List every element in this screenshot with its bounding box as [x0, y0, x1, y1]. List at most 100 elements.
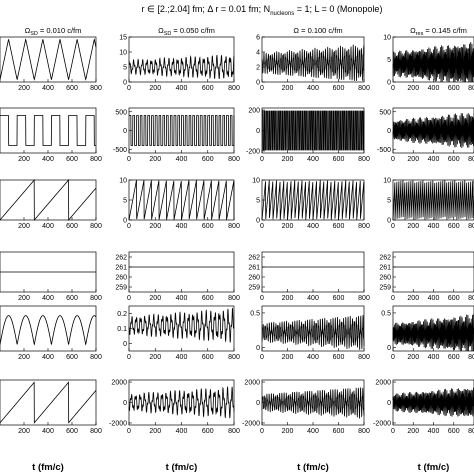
y-tick-label: 262	[248, 255, 260, 262]
x-tick-label: 200	[407, 156, 419, 163]
x-tick-label: 0	[391, 223, 395, 230]
y-tick-label: 5	[123, 198, 127, 205]
x-tick-label: 600	[333, 156, 345, 163]
x-tick-label: 200	[149, 223, 161, 230]
x-tick-label: 200	[18, 295, 30, 302]
series-line	[392, 180, 474, 221]
x-tick-label: 800	[358, 428, 370, 435]
x-tick-label: 200	[282, 223, 294, 230]
y-tick-label: 6	[256, 35, 260, 42]
y-tick-label: 0.5	[381, 310, 391, 317]
x-tick-label: 200	[149, 156, 161, 163]
x-tick-label: 600	[66, 428, 78, 435]
x-tick-label: 400	[42, 354, 54, 361]
y-tick-label: 200	[248, 108, 260, 115]
x-tick-label: 200	[407, 85, 419, 92]
y-tick-label: 2	[256, 65, 260, 72]
series-line	[0, 178, 97, 222]
x-tick-label: 400	[42, 156, 54, 163]
series-line	[261, 315, 365, 350]
x-tick-label: 800	[468, 156, 474, 163]
panel-r5-c3: 0 0.5 0 200 400 600 800	[250, 305, 370, 361]
x-tick-label: 800	[90, 223, 102, 230]
y-tick-label: 262	[379, 255, 391, 262]
x-tick-label: 400	[307, 85, 319, 92]
x-tick-label: 800	[90, 295, 102, 302]
column-title: Ωres = 0.145 c/fm	[410, 26, 467, 37]
y-tick-label: 2000	[375, 380, 391, 387]
series-line	[129, 115, 235, 146]
panel-frame	[128, 379, 235, 426]
y-tick-label: 260	[248, 275, 260, 282]
x-tick-label: 200	[18, 156, 30, 163]
panel-r5-c4: 0 0.5 0 200 400 600 800	[381, 305, 474, 361]
x-tick-label: 400	[176, 85, 188, 92]
x-tick-label: 0	[260, 354, 264, 361]
column-title: Ω = 0.100 c/fm	[293, 26, 342, 35]
x-tick-label: 600	[333, 295, 345, 302]
series-line	[0, 315, 97, 346]
x-tick-label: 0	[127, 85, 131, 92]
panel-r3-c4: 0 5 10 0 200 400 600 800	[383, 178, 474, 230]
panel-frame	[0, 179, 97, 221]
x-tick-label: 200	[282, 354, 294, 361]
x-tick-label: 600	[202, 85, 214, 92]
x-tick-label: 600	[448, 295, 460, 302]
figure-title: r ∈ [2.;2.04] fm; Δ r = 0.01 fm; Nnucleo…	[142, 4, 383, 17]
x-tick-label: 600	[202, 295, 214, 302]
x-tick-label: 400	[42, 428, 54, 435]
x-tick-label: 400	[307, 156, 319, 163]
panel-r1-c4: 0 5 10 0 200 400 600 800 Ωres = 0.145 c/fm	[383, 26, 474, 92]
x-tick-label: 0	[260, 428, 264, 435]
column-title: ΩSD = 0.010 c/fm	[25, 26, 82, 37]
y-tick-label: -2000	[109, 420, 127, 427]
x-tick-label: 200	[407, 295, 419, 302]
y-tick-label: 10	[119, 50, 127, 57]
x-tick-label: 600	[66, 156, 78, 163]
x-tick-label: 200	[282, 295, 294, 302]
series-line	[128, 307, 235, 343]
panel-frame	[261, 251, 365, 293]
series-line	[262, 110, 365, 151]
panel-r3-c1: 200 400 600 800	[0, 178, 102, 230]
y-tick-label: 0	[256, 80, 260, 87]
x-tick-label: 0	[260, 223, 264, 230]
x-tick-label: 600	[202, 354, 214, 361]
x-tick-label: 800	[228, 428, 240, 435]
panel-r6-c1: 200 400 600 800 t (fm/c)	[0, 379, 102, 473]
series-line	[128, 54, 235, 80]
x-tick-label: 800	[228, 156, 240, 163]
x-tick-label: 200	[18, 85, 30, 92]
x-tick-label: 0	[127, 156, 131, 163]
x-tick-label: 400	[307, 428, 319, 435]
y-tick-label: -500	[377, 147, 391, 154]
y-tick-label: 0.5	[250, 310, 260, 317]
y-tick-label: -2000	[373, 420, 391, 427]
y-tick-label: 0	[256, 345, 260, 352]
y-tick-label: 0.1	[117, 326, 127, 333]
y-tick-label: 0	[123, 341, 127, 348]
y-tick-label: 0	[256, 218, 260, 225]
x-tick-label: 800	[468, 354, 474, 361]
series-line	[392, 113, 474, 149]
y-tick-label: 262	[115, 255, 127, 262]
x-tick-label: 600	[448, 428, 460, 435]
x-tick-label: 400	[42, 223, 54, 230]
series-line	[0, 115, 96, 146]
y-tick-label: 261	[379, 265, 391, 272]
x-tick-label: 400	[428, 156, 440, 163]
x-tick-label: 200	[407, 223, 419, 230]
y-tick-label: 2000	[111, 380, 127, 387]
panel-r5-c2: 0 0.1 0.2 0 200 400 600 800	[117, 305, 240, 361]
panel-r4-c4: 259 260 261 262 0 200 400 600 800	[379, 251, 474, 302]
x-tick-label: 0	[127, 428, 131, 435]
series-line	[261, 387, 365, 419]
y-tick-label: 260	[115, 275, 127, 282]
x-tick-label: 400	[176, 295, 188, 302]
panel-r3-c3: 0 5 10 0 200 400 600 800	[252, 178, 370, 231]
y-tick-label: 4	[256, 50, 260, 57]
